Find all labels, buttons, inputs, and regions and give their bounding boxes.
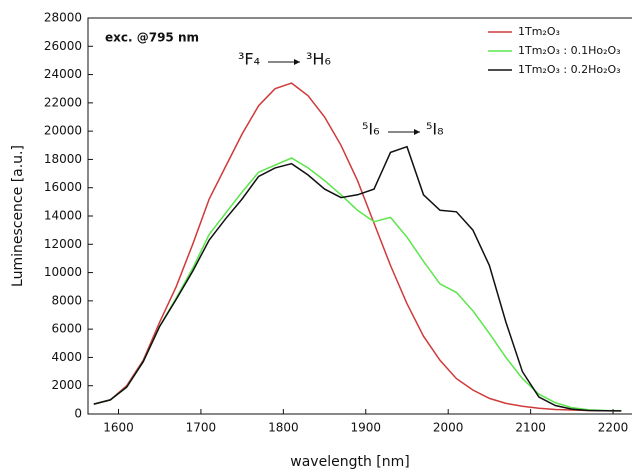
x-tick-label: 1800 bbox=[268, 421, 299, 435]
x-tick-label: 1600 bbox=[103, 421, 134, 435]
x-tick-label: 2100 bbox=[515, 421, 546, 435]
annotation: ³H₆ bbox=[306, 50, 331, 69]
y-axis-label: Luminescence [a.u.] bbox=[10, 145, 26, 287]
y-tick-label: 24000 bbox=[44, 67, 82, 81]
y-tick-label: 4000 bbox=[51, 350, 82, 364]
y-tick-label: 18000 bbox=[44, 152, 82, 166]
y-tick-label: 22000 bbox=[44, 95, 82, 109]
y-tick-label: 28000 bbox=[44, 11, 82, 25]
y-tick-label: 26000 bbox=[44, 39, 82, 53]
y-tick-label: 0 bbox=[74, 407, 82, 421]
legend-label: 1Tm₂O₃ bbox=[518, 25, 560, 38]
annotation: ³F₄ bbox=[238, 50, 260, 69]
x-axis-label: wavelength [nm] bbox=[290, 454, 409, 470]
legend-label: 1Tm₂O₃ : 0.1Ho₂O₃ bbox=[518, 44, 621, 57]
x-tick-label: 2000 bbox=[433, 421, 464, 435]
y-tick-label: 20000 bbox=[44, 124, 82, 138]
x-tick-label: 1700 bbox=[186, 421, 217, 435]
annotation: exc. @795 nm bbox=[105, 31, 199, 45]
y-tick-label: 6000 bbox=[51, 322, 82, 336]
arrow-head bbox=[294, 59, 300, 65]
annotation: ⁵I₆ bbox=[362, 120, 380, 139]
y-tick-label: 12000 bbox=[44, 237, 82, 251]
y-tick-label: 16000 bbox=[44, 180, 82, 194]
y-tick-label: 10000 bbox=[44, 265, 82, 279]
series-line bbox=[93, 157, 622, 412]
annotation: ⁵I₈ bbox=[426, 120, 444, 139]
series-line bbox=[93, 145, 622, 412]
y-tick-label: 2000 bbox=[51, 378, 82, 392]
x-tick-label: 1900 bbox=[350, 421, 381, 435]
series-line bbox=[93, 82, 622, 412]
x-tick-label: 2200 bbox=[598, 421, 629, 435]
arrow-head bbox=[414, 129, 420, 135]
legend-label: 1Tm₂O₃ : 0.2Ho₂O₃ bbox=[518, 63, 621, 76]
y-tick-label: 8000 bbox=[51, 293, 82, 307]
plot-frame bbox=[87, 17, 632, 415]
y-tick-label: 14000 bbox=[44, 209, 82, 223]
